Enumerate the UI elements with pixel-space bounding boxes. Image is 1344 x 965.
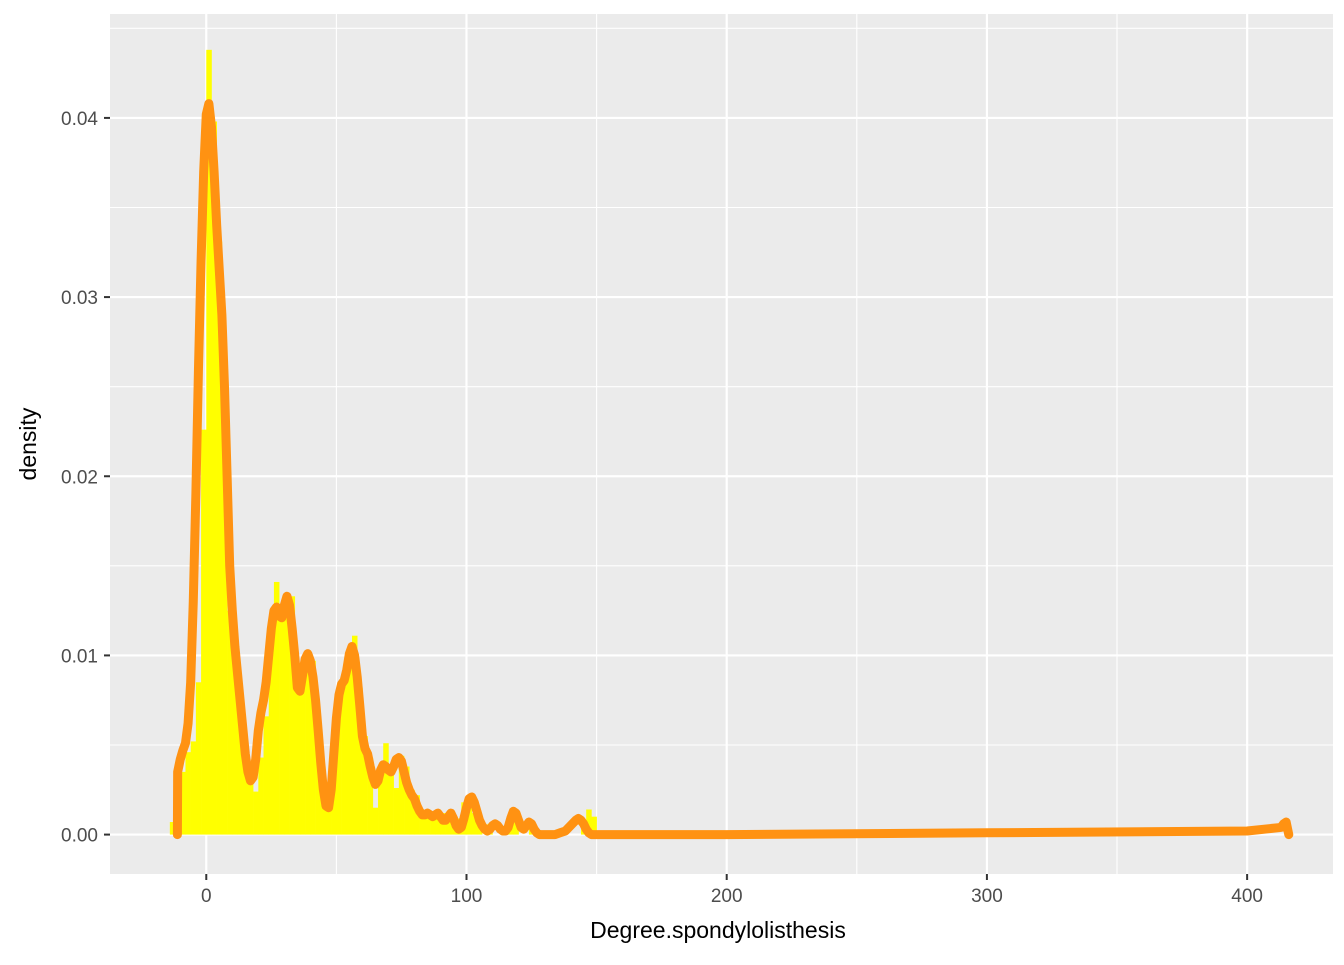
histogram-bar: [388, 768, 394, 835]
histogram-bar: [591, 816, 597, 835]
histogram-bar: [367, 757, 374, 835]
histogram-bar: [435, 818, 441, 835]
histogram-bar: [424, 814, 431, 835]
histogram-bar: [258, 757, 264, 835]
histogram-bar: [227, 610, 233, 835]
histogram-bar: [247, 777, 254, 835]
x-tick-label: 200: [711, 886, 743, 907]
histogram-bar: [242, 746, 249, 835]
histogram-bar: [383, 743, 389, 835]
histogram-bar: [185, 752, 191, 835]
histogram-bar: [289, 596, 296, 835]
density-curve: [172, 99, 1294, 840]
histogram-bar: [398, 755, 405, 835]
density-curve-layer: [172, 99, 1294, 840]
x-tick-label: 400: [1231, 886, 1263, 907]
histogram-bar: [232, 664, 238, 835]
histogram-bar: [466, 796, 472, 835]
histogram-bar: [378, 766, 384, 835]
histogram-bar: [211, 121, 217, 835]
axes: 0 100 200 300 400 0.00 0.01 0.02 0.03 0.04: [61, 109, 1263, 907]
histogram-bar: [409, 789, 415, 835]
histogram-bar: [201, 429, 207, 835]
histogram-bar: [325, 804, 332, 835]
histogram-bar: [263, 716, 270, 835]
histogram-bar: [320, 796, 327, 835]
histogram-bar: [221, 454, 228, 835]
histogram-bar: [180, 771, 186, 835]
histogram-bar: [206, 49, 212, 835]
histogram-bar: [284, 616, 290, 835]
histogram-bar: [279, 605, 285, 835]
x-tick-label: 300: [971, 886, 1003, 907]
y-tick-label: 0.02: [61, 467, 98, 488]
histogram-bar: [372, 807, 379, 835]
y-tick-label: 0.03: [61, 288, 98, 309]
histogram-bar: [419, 813, 426, 835]
histogram-bar: [190, 741, 197, 835]
histogram-bar: [450, 825, 457, 835]
x-tick-label: 0: [201, 886, 212, 907]
histogram-bar: [305, 653, 311, 835]
histogram-bar: [586, 809, 592, 835]
histogram-bar: [351, 635, 358, 835]
x-tick-label: 100: [451, 886, 483, 907]
histogram-bar: [294, 669, 301, 835]
y-tick-label: 0.00: [61, 826, 98, 847]
y-tick-label: 0.04: [61, 109, 98, 130]
histogram-bar: [268, 641, 275, 835]
histogram-bar: [253, 791, 259, 835]
histogram-bar: [357, 687, 363, 835]
histogram-bar: [336, 687, 342, 835]
histogram-bar: [273, 581, 280, 835]
histogram-bar: [195, 682, 202, 835]
histogram-bar: [169, 822, 176, 835]
histogram-bar: [346, 659, 353, 835]
histogram-bar: [445, 820, 452, 835]
histogram-bar: [471, 813, 478, 835]
histogram-bar: [393, 788, 400, 835]
histogram-bar: [362, 736, 368, 835]
y-tick-label: 0.01: [61, 646, 98, 667]
histogram-bar: [430, 813, 436, 835]
histogram-bar: [404, 766, 410, 835]
histogram-bar: [341, 680, 348, 835]
histogram-bar: [513, 820, 519, 835]
histogram-bar: [216, 241, 223, 835]
histogram-bar: [299, 680, 306, 835]
histogram-bar: [310, 660, 316, 835]
x-axis-title: Degree.spondylolisthesis: [590, 917, 846, 943]
y-axis-title: density: [15, 407, 41, 480]
histogram-bar: [237, 705, 244, 835]
